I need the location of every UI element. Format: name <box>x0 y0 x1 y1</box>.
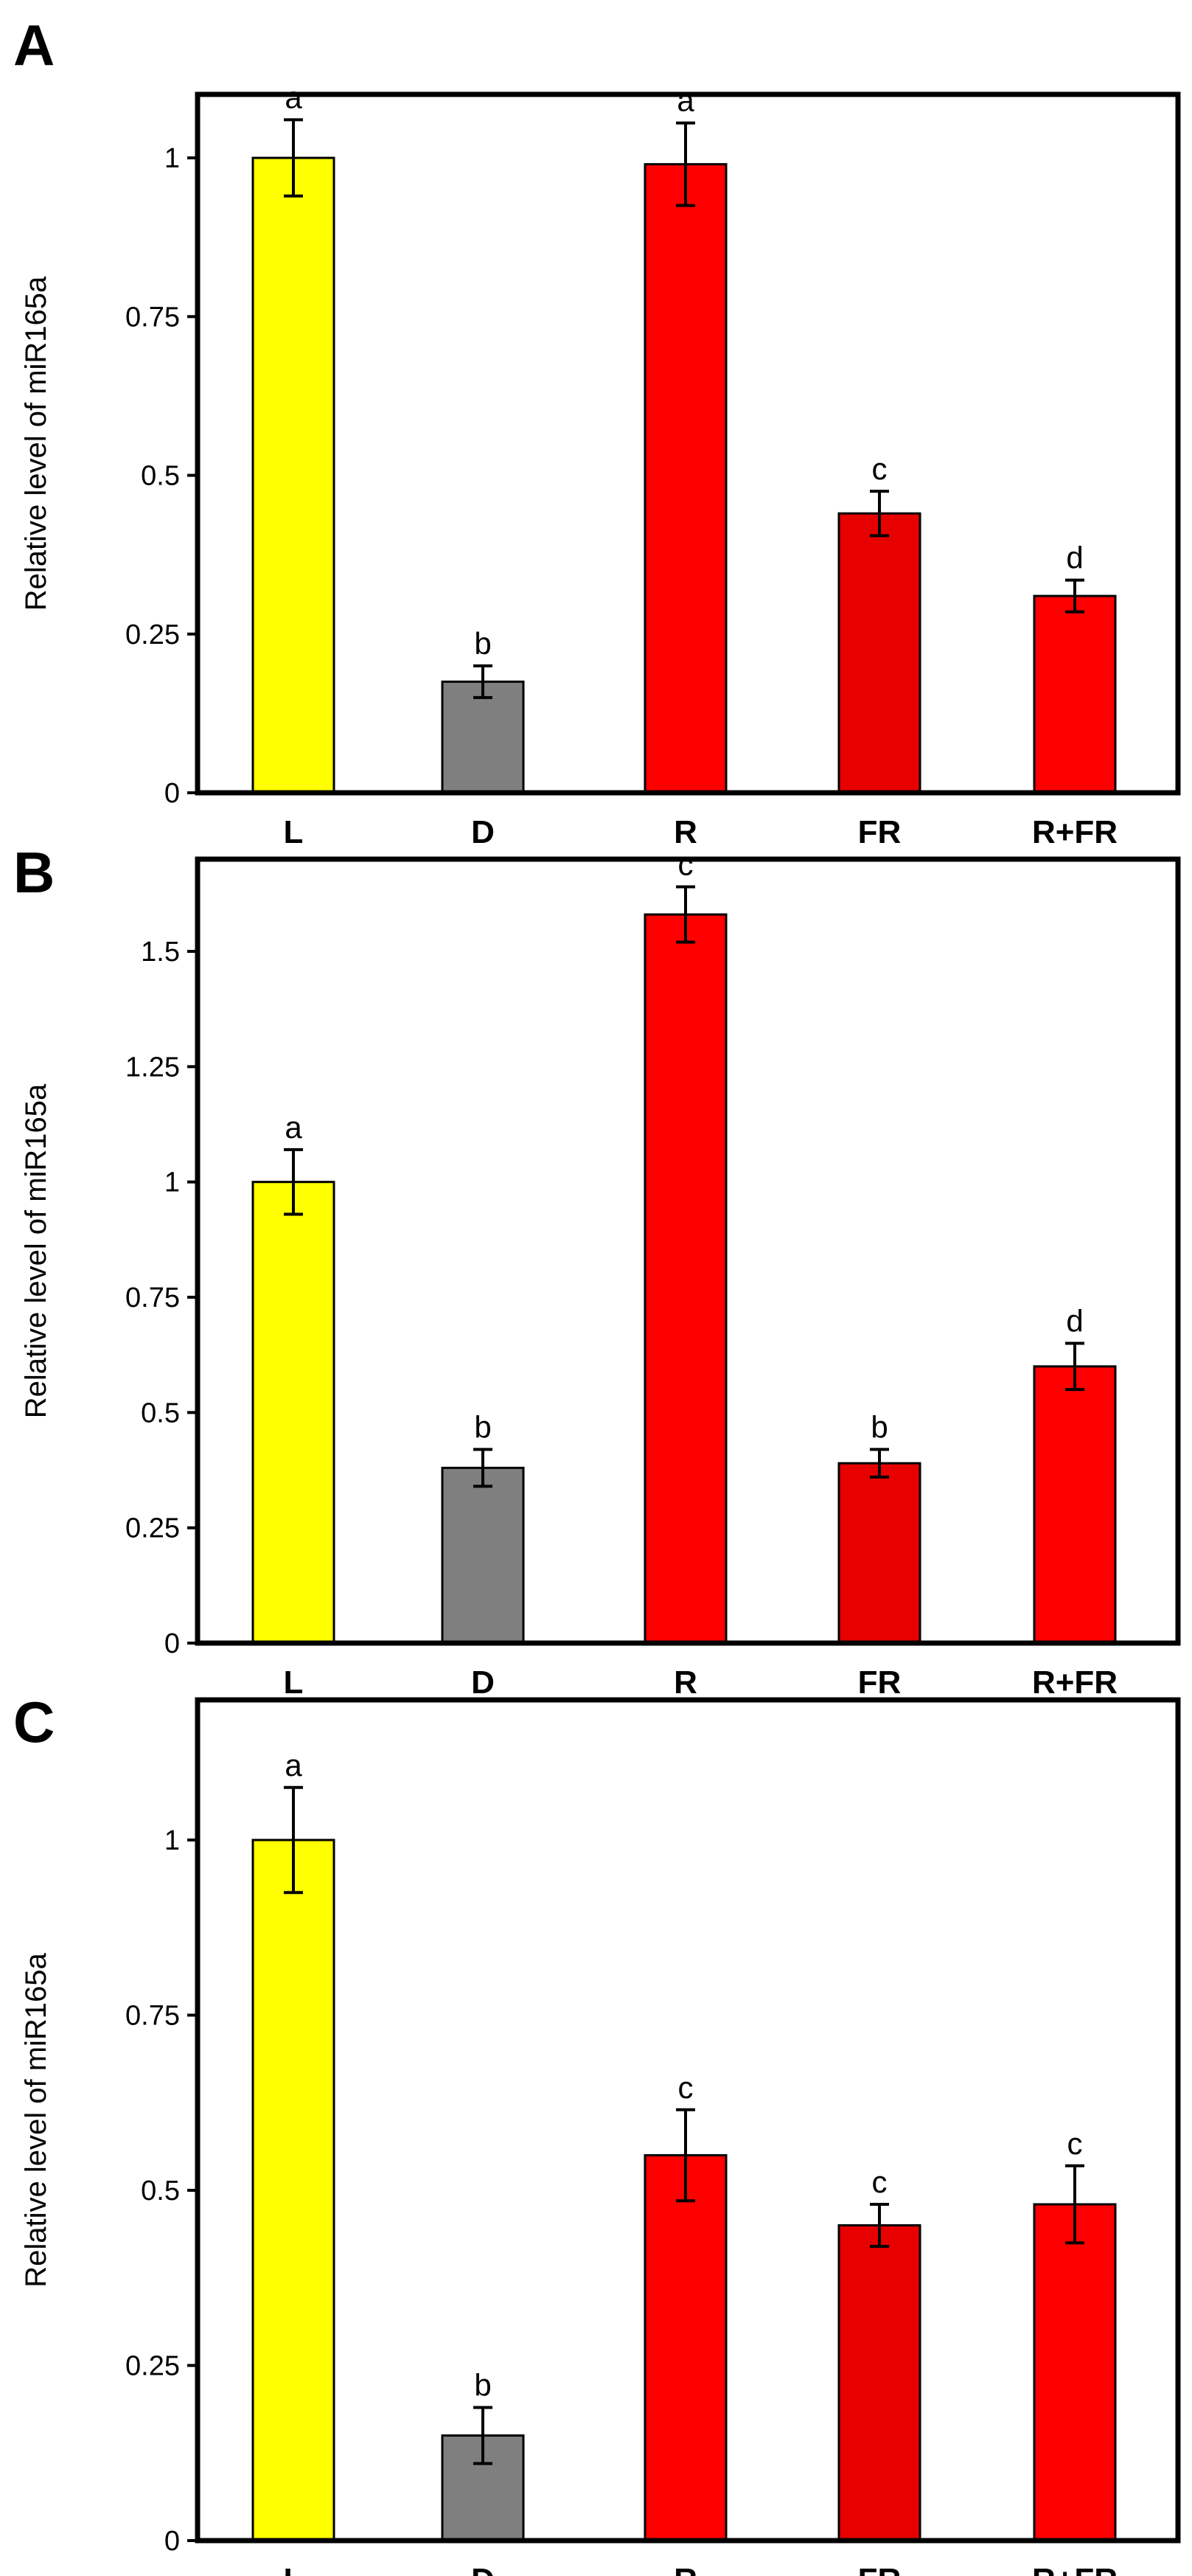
y-tick-label: 0.25 <box>125 1513 180 1544</box>
significance-label-fr: b <box>871 1409 888 1444</box>
category-label-fr: FR <box>858 814 902 850</box>
significance-label-l: a <box>285 1748 302 1782</box>
significance-label-fr: c <box>872 2164 888 2199</box>
bar-r <box>644 2154 728 2542</box>
significance-label-l: a <box>285 80 302 114</box>
significance-label-r-plus-fr: d <box>1066 1304 1083 1339</box>
plot-frame <box>195 91 1181 796</box>
y-axis-label: Relative level of miR165a <box>20 276 52 611</box>
bar-l <box>251 156 335 794</box>
y-tick-label: 0 <box>164 2526 180 2557</box>
category-label-r-plus-fr: R+FR <box>1032 1664 1118 1701</box>
y-tick-label: 0.75 <box>125 2001 180 2032</box>
y-tick-label: 0.5 <box>141 461 180 492</box>
category-label-r-plus-fr: R+FR <box>1032 814 1118 850</box>
y-tick-label: 0.5 <box>141 1398 180 1428</box>
y-tick-label: 1 <box>164 1167 180 1198</box>
y-tick-label: 0.75 <box>125 302 180 333</box>
plot-frame <box>195 856 1181 1646</box>
y-tick-label: 1.25 <box>125 1052 180 1083</box>
category-label-r: R <box>674 2562 697 2576</box>
significance-label-d: b <box>474 1409 491 1444</box>
y-tick-label: 0 <box>164 778 180 809</box>
chart-panel-b: B Relative level of miR165a 0 0.25 0.5 0.75 1 1… <box>13 840 1181 1701</box>
bar-d <box>441 680 525 794</box>
significance-label-r: c <box>678 2070 694 2105</box>
category-label-fr: FR <box>858 2562 902 2576</box>
category-label-l: L <box>284 814 304 850</box>
significance-label-r: a <box>677 83 694 118</box>
y-tick-label: 0.25 <box>125 619 180 650</box>
category-label-r-plus-fr: R+FR <box>1032 2562 1118 2576</box>
category-label-d: D <box>471 1664 495 1701</box>
category-label-r: R <box>674 814 697 850</box>
significance-label-d: b <box>474 626 491 661</box>
bar-l <box>251 1839 335 2542</box>
significance-label-d: b <box>474 2368 491 2403</box>
y-tick-label: 0.75 <box>125 1282 180 1313</box>
significance-label-r-plus-fr: c <box>1067 2126 1083 2161</box>
chart-panel-a: A Relative level of miR165a 0 0.25 0.5 0.75 1 a… <box>13 13 1181 850</box>
y-tick-label: 0.5 <box>141 2176 180 2207</box>
category-label-l: L <box>284 2562 304 2576</box>
y-axis-label: Relative level of miR165a <box>20 1083 52 1418</box>
chart-panel-c: C Relative level of miR165a 0 0.25 0.5 0.75 1 a… <box>13 1690 1181 2576</box>
category-label-r: R <box>674 1664 697 1701</box>
significance-label-r-plus-fr: d <box>1066 541 1083 575</box>
y-tick-label: 0 <box>164 1628 180 1659</box>
category-label-d: D <box>471 2562 495 2576</box>
panel-label: B <box>13 840 55 905</box>
significance-label-l: a <box>285 1110 302 1145</box>
plot-frame <box>195 1697 1181 2544</box>
panel-label: C <box>13 1690 55 1754</box>
bar-r <box>644 163 728 794</box>
panel-label: A <box>13 13 55 77</box>
bar-fr <box>837 2224 921 2542</box>
significance-label-fr: c <box>872 451 888 486</box>
y-tick-label: 1 <box>164 1825 180 1856</box>
y-axis-label: Relative level of miR165a <box>20 1952 52 2287</box>
bar-r-plus-fr <box>1033 1365 1117 1645</box>
y-tick-label: 0.25 <box>125 2351 180 2382</box>
bar-r <box>644 913 728 1645</box>
bar-r-plus-fr <box>1033 2203 1117 2542</box>
bar-l <box>251 1181 335 1645</box>
y-tick-label: 1.5 <box>141 937 180 968</box>
bar-fr <box>837 1462 921 1645</box>
bar-fr <box>837 512 921 794</box>
category-label-fr: FR <box>858 1664 902 1701</box>
y-tick-label: 1 <box>164 143 180 174</box>
significance-label-r: c <box>678 847 694 882</box>
bar-d <box>441 1466 525 1645</box>
bar-r-plus-fr <box>1033 594 1117 794</box>
category-label-l: L <box>284 1664 304 1701</box>
category-label-d: D <box>471 814 495 850</box>
